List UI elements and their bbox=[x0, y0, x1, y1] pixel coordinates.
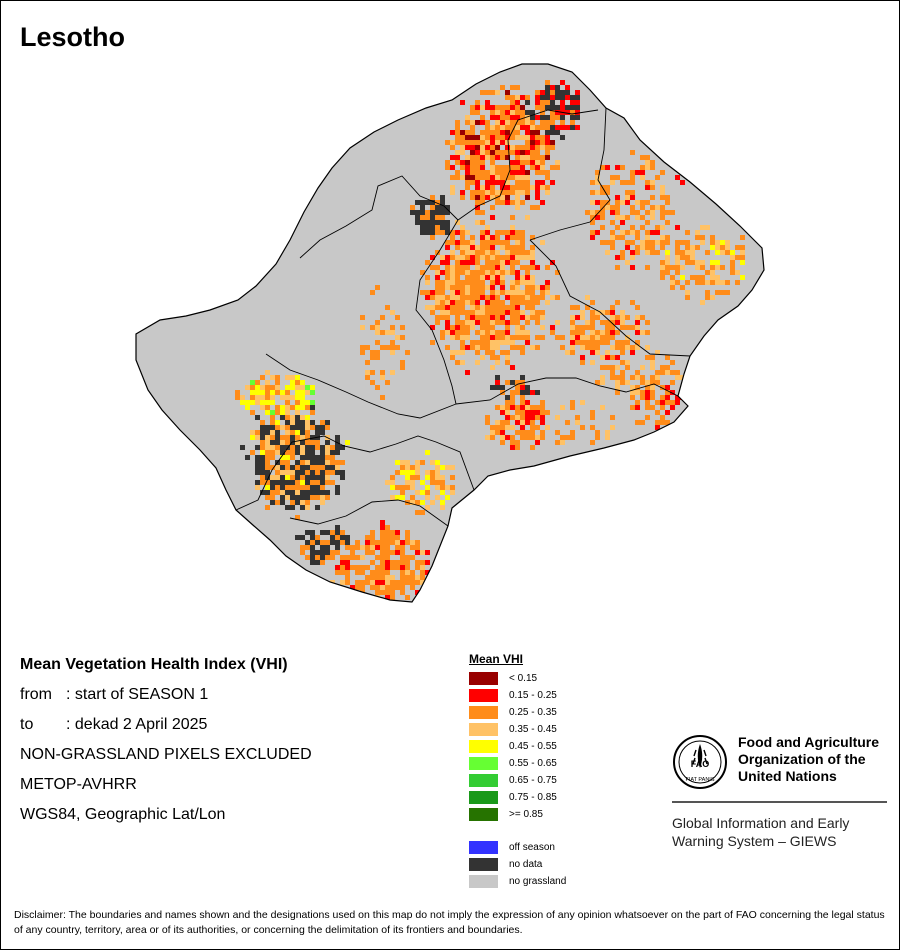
legend-swatch bbox=[469, 757, 498, 770]
giews-line: Global Information and Early bbox=[672, 815, 850, 831]
legend-swatch bbox=[469, 723, 498, 736]
legend-item: >= 0.85 bbox=[469, 806, 566, 823]
district-boundary bbox=[529, 239, 691, 357]
legend-swatch bbox=[469, 858, 498, 871]
district-boundary bbox=[289, 499, 449, 527]
legend-item: no data bbox=[469, 856, 566, 873]
legend-label: no data bbox=[509, 859, 543, 870]
legend-label: 0.45 - 0.55 bbox=[509, 741, 557, 752]
legend-item: < 0.15 bbox=[469, 670, 566, 687]
fao-logo-text: FAO bbox=[691, 759, 710, 769]
legend-swatch bbox=[469, 672, 498, 685]
district-boundary bbox=[529, 107, 611, 241]
legend-label: >= 0.85 bbox=[509, 809, 543, 820]
giews-line: Warning System – GIEWS bbox=[672, 833, 837, 849]
projection-note: WGS84, Geographic Lat/Lon bbox=[20, 806, 226, 823]
legend-classes: < 0.15 0.15 - 0.25 0.25 - 0.35 0.35 - 0.… bbox=[469, 670, 566, 823]
legend-label: 0.25 - 0.35 bbox=[509, 707, 557, 718]
legend-swatch bbox=[469, 706, 498, 719]
legend-label: 0.15 - 0.25 bbox=[509, 690, 557, 701]
legend-label: 0.75 - 0.85 bbox=[509, 792, 557, 803]
legend-item: 0.45 - 0.55 bbox=[469, 738, 566, 755]
legend-swatch bbox=[469, 740, 498, 753]
exclusion-note: NON-GRASSLAND PIXELS EXCLUDED bbox=[20, 746, 312, 763]
divider bbox=[672, 801, 887, 803]
country-border bbox=[135, 63, 765, 603]
from-value: : start of SEASON 1 bbox=[66, 686, 209, 703]
legend-label: 0.55 - 0.65 bbox=[509, 758, 557, 769]
to-value: : dekad 2 April 2025 bbox=[66, 716, 208, 733]
legend-item: 0.65 - 0.75 bbox=[469, 772, 566, 789]
vhi-map bbox=[135, 63, 765, 603]
fao-name-line: Food and Agriculture bbox=[738, 734, 880, 750]
legend-swatch bbox=[469, 875, 498, 888]
legend-swatch bbox=[469, 791, 498, 804]
district-boundaries bbox=[235, 107, 691, 527]
district-boundary bbox=[455, 377, 679, 405]
district-boundary bbox=[415, 219, 459, 405]
legend-other: off season no data no grassland bbox=[469, 839, 566, 890]
legend-label: 0.65 - 0.75 bbox=[509, 775, 557, 786]
index-heading: Mean Vegetation Health Index (VHI) bbox=[20, 656, 288, 673]
legend-item: 0.15 - 0.25 bbox=[469, 687, 566, 704]
from-line: from : start of SEASON 1 bbox=[20, 686, 312, 716]
legend-item: 0.75 - 0.85 bbox=[469, 789, 566, 806]
legend-swatch bbox=[469, 774, 498, 787]
fao-name-line: Organization of the bbox=[738, 751, 866, 767]
legend-item: 0.25 - 0.35 bbox=[469, 704, 566, 721]
disclaimer: Disclaimer: The boundaries and names sho… bbox=[14, 909, 885, 936]
legend-swatch bbox=[469, 689, 498, 702]
map-info: Mean Vegetation Health Index (VHI) from … bbox=[20, 656, 312, 836]
country-title: Lesotho bbox=[20, 22, 125, 52]
fao-logo-motto: FIAT PANIS bbox=[685, 777, 714, 783]
district-boundary bbox=[299, 175, 459, 259]
legend-item: 0.35 - 0.45 bbox=[469, 721, 566, 738]
fao-name: Food and Agriculture Organization of the… bbox=[738, 734, 898, 785]
legend-swatch bbox=[469, 808, 498, 821]
sensor-note: METOP-AVHRR bbox=[20, 776, 137, 793]
legend-label: 0.35 - 0.45 bbox=[509, 724, 557, 735]
fao-logo: FAO FIAT PANIS bbox=[673, 735, 727, 789]
legend-label: off season bbox=[509, 842, 555, 853]
legend-swatch bbox=[469, 841, 498, 854]
vhi-pixel-layer bbox=[235, 80, 745, 602]
district-boundary bbox=[457, 109, 599, 221]
to-label: to bbox=[20, 716, 34, 733]
legend-item: 0.55 - 0.65 bbox=[469, 755, 566, 772]
fao-name-line: United Nations bbox=[738, 768, 837, 784]
legend-item: no grassland bbox=[469, 873, 566, 890]
legend: Mean VHI < 0.15 0.15 - 0.25 0.25 - 0.35 … bbox=[469, 652, 566, 890]
legend-item: off season bbox=[469, 839, 566, 856]
legend-title: Mean VHI bbox=[469, 652, 524, 666]
from-label: from bbox=[20, 686, 52, 703]
legend-label: < 0.15 bbox=[509, 673, 538, 684]
giews-name: Global Information and Early Warning Sys… bbox=[672, 814, 887, 850]
to-line: to : dekad 2 April 2025 bbox=[20, 716, 312, 746]
district-boundary bbox=[235, 435, 475, 511]
legend-label: no grassland bbox=[509, 876, 567, 887]
district-boundary bbox=[265, 353, 457, 419]
